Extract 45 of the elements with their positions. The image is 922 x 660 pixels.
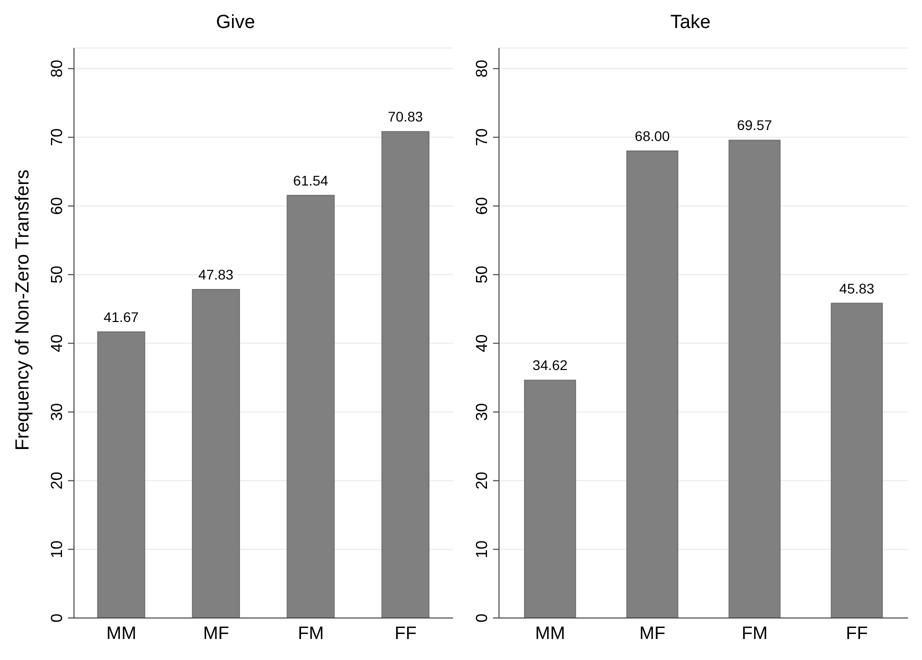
bar <box>286 194 335 618</box>
data-label: 41.67 <box>104 308 139 325</box>
chart-title: Give <box>214 12 256 34</box>
y-tick-label: 60 <box>49 196 66 215</box>
y-tick-label: 40 <box>49 334 66 352</box>
y-tick-label: 70 <box>474 128 491 146</box>
data-label: 69.57 <box>737 117 772 134</box>
y-tick-label: 0 <box>474 613 491 622</box>
bar <box>830 302 883 618</box>
data-label: 34.62 <box>532 357 568 374</box>
y-tick-label: 50 <box>49 266 66 284</box>
bar <box>97 331 146 618</box>
x-tick-label: MM <box>106 622 136 643</box>
bar <box>626 150 678 618</box>
y-tick-label: 10 <box>49 540 66 558</box>
y-tick-label: 20 <box>49 472 66 490</box>
data-label: 45.83 <box>839 280 875 296</box>
x-tick-label: MF <box>203 622 230 643</box>
x-tick-label: FM <box>742 622 768 643</box>
y-tick-label: 20 <box>474 472 491 490</box>
y-tick-label: 10 <box>474 540 491 558</box>
y-tick-label: 80 <box>49 60 66 78</box>
x-tick-label: FM <box>298 622 324 643</box>
x-tick-label: MM <box>535 622 566 643</box>
bar <box>192 289 240 618</box>
data-label: 68.00 <box>634 128 670 144</box>
bar <box>728 140 781 618</box>
y-tick-label: 50 <box>474 266 491 284</box>
chart-title: Take <box>669 12 712 34</box>
data-label: 61.54 <box>293 172 328 188</box>
data-label: 47.83 <box>198 266 234 283</box>
bar <box>524 380 576 618</box>
y-tick-label: 80 <box>474 60 491 78</box>
x-tick-label: MF <box>639 622 666 643</box>
x-tick-label: FF <box>846 622 868 643</box>
y-axis-title: Frequency of Non-Zero Transfers <box>12 170 34 450</box>
x-tick-label: FF <box>394 622 417 643</box>
y-tick-label: 30 <box>49 402 66 421</box>
y-tick-label: 30 <box>474 402 491 421</box>
data-label: 70.83 <box>388 108 424 125</box>
bar <box>381 131 430 618</box>
y-tick-label: 60 <box>474 196 491 215</box>
y-tick-label: 0 <box>49 613 66 622</box>
y-tick-label: 40 <box>474 334 491 352</box>
y-tick-label: 70 <box>49 128 66 146</box>
